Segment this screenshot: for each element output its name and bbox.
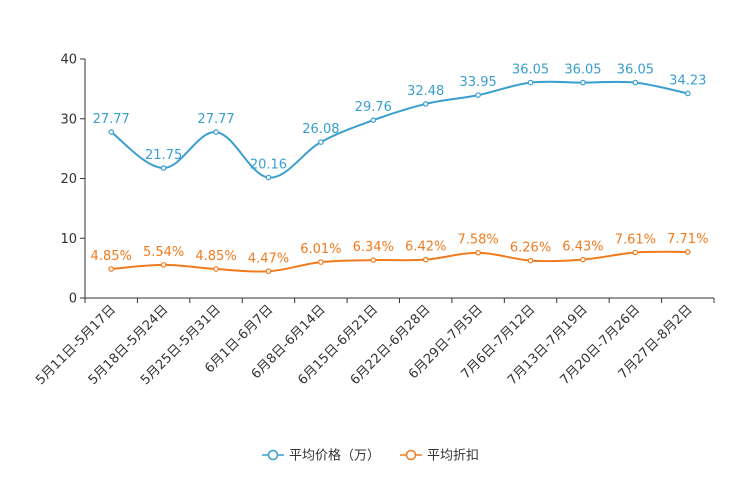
data-label: 6.26% (510, 241, 551, 256)
data-point (318, 139, 324, 145)
data-point (265, 174, 272, 181)
data-label: 6.01% (300, 242, 341, 257)
data-label: 4.47% (248, 251, 289, 266)
legend-marker-1 (267, 449, 279, 461)
data-label: 36.05 (564, 63, 601, 78)
y-tick-label: 20 (60, 172, 77, 187)
data-point (632, 249, 639, 256)
data-label: 36.05 (617, 63, 654, 78)
legend-label-2: 平均折扣 (427, 449, 479, 464)
data-point (475, 249, 481, 256)
y-tick-label: 0 (69, 292, 77, 307)
y-tick-label: 10 (60, 232, 77, 247)
data-label: 5.54% (143, 245, 184, 260)
legend-marker-2 (405, 449, 417, 461)
data-point (370, 117, 377, 123)
data-point (527, 79, 534, 86)
data-label: 33.95 (460, 75, 497, 90)
y-tick-label: 30 (60, 112, 77, 127)
data-label: 27.77 (197, 112, 234, 127)
legend: 平均价格（万） 平均折扣 (262, 448, 479, 464)
data-label: 36.05 (512, 63, 549, 78)
data-label: 7.58% (457, 233, 498, 248)
data-point (684, 249, 691, 255)
data-point (370, 257, 377, 263)
data-label: 32.48 (407, 84, 444, 99)
data-point (213, 129, 219, 135)
data-label: 20.16 (250, 158, 287, 173)
data-label: 26.08 (302, 122, 339, 137)
data-label: 7.71% (667, 232, 708, 247)
legend-label-1: 平均价格（万） (289, 448, 380, 464)
data-point (527, 257, 534, 264)
data-point (213, 266, 219, 272)
data-point (265, 268, 272, 275)
series-lines (108, 79, 691, 275)
data-label: 6.42% (405, 240, 446, 255)
data-point (422, 101, 429, 107)
y-tick-label: 40 (60, 53, 77, 68)
data-label: 6.43% (562, 240, 603, 255)
data-label: 21.75 (145, 148, 182, 163)
data-labels: 27.77 21.75 27.77 20.16 26.08 29.76 32.48 33.95… (91, 63, 709, 267)
series-line-1 (110, 80, 688, 179)
data-label: 7.61% (615, 233, 656, 248)
data-point (632, 79, 639, 86)
data-label: 29.76 (355, 100, 392, 115)
data-point (580, 256, 586, 263)
data-point (475, 92, 481, 98)
data-point (160, 262, 167, 268)
data-point (684, 90, 691, 97)
data-point (108, 129, 115, 135)
data-point (318, 259, 324, 265)
data-label: 4.85% (195, 249, 236, 264)
data-point (160, 165, 167, 171)
data-label: 27.77 (93, 112, 130, 127)
data-label: 6.34% (353, 240, 394, 255)
data-point (108, 266, 115, 272)
data-label: 34.23 (669, 73, 706, 88)
series-line-2 (111, 250, 688, 273)
data-point (580, 79, 586, 86)
data-label: 4.85% (91, 249, 132, 264)
data-point (422, 256, 429, 263)
